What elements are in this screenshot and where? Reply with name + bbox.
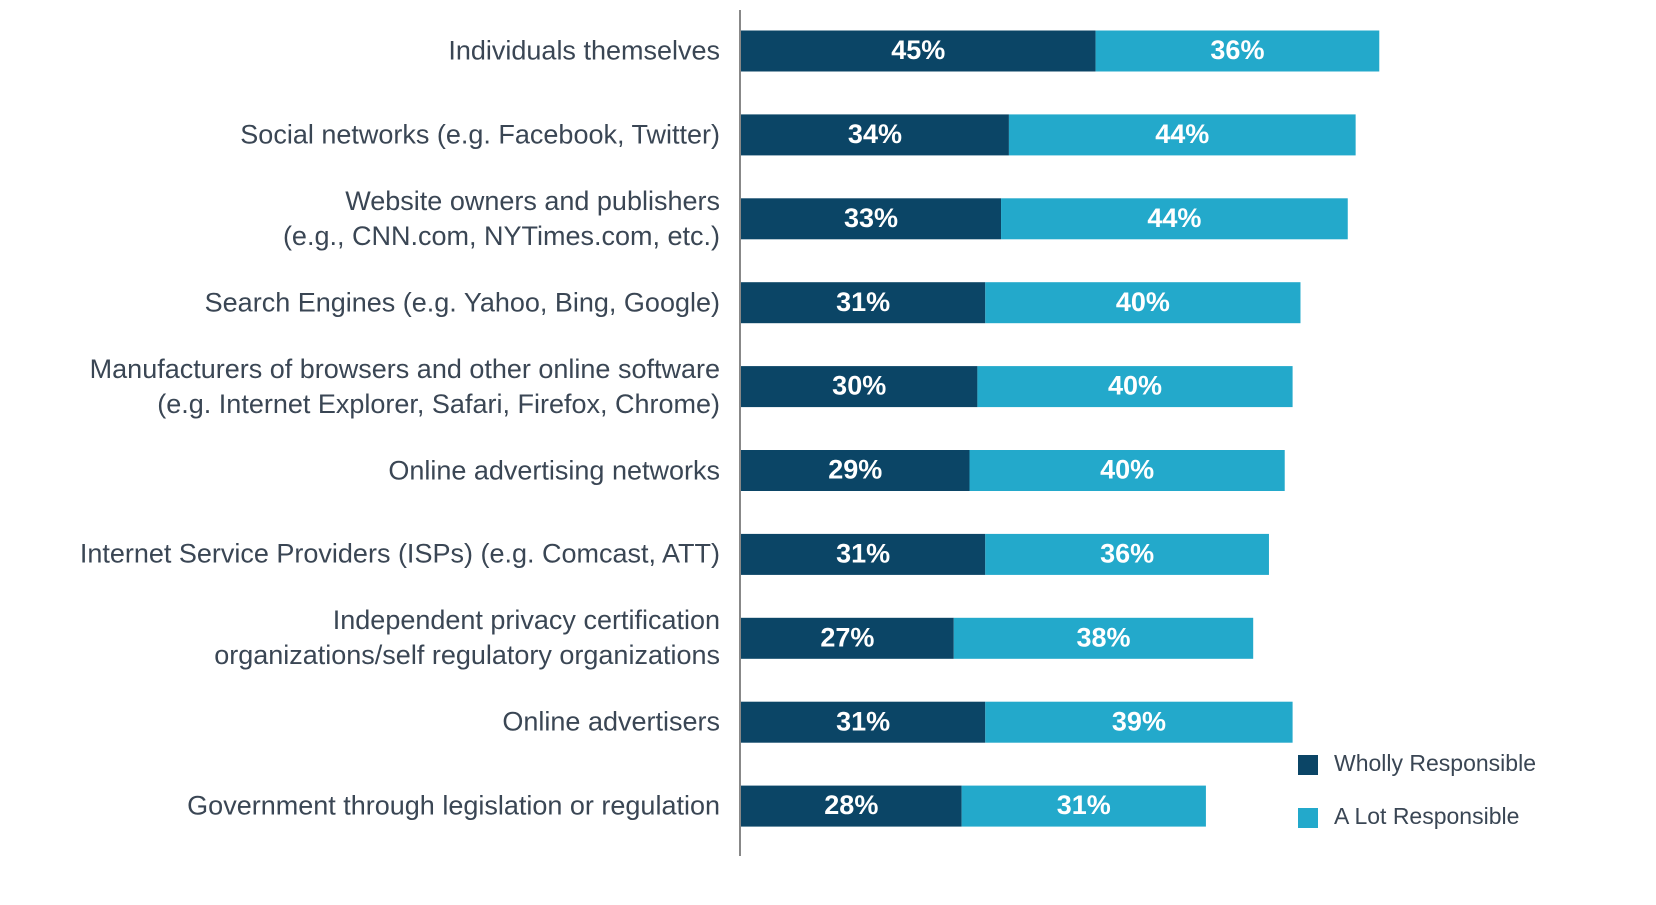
value-label: 34% <box>848 119 902 149</box>
value-label: 36% <box>1210 35 1264 65</box>
category-label: Online advertisers <box>502 706 720 737</box>
value-label: 33% <box>844 203 898 233</box>
bar-segment <box>741 533 986 575</box>
value-label: 28% <box>824 790 878 820</box>
value-label: 45% <box>891 35 945 65</box>
value-label: 30% <box>832 371 886 401</box>
value-label: 27% <box>820 622 874 652</box>
bar-segment <box>985 533 1269 575</box>
bar-segment <box>741 114 1009 156</box>
category-label: Internet Service Providers (ISPs) (e.g. … <box>79 538 720 569</box>
legend-label: Wholly Responsible <box>1334 750 1536 776</box>
bar-segment <box>1001 198 1348 240</box>
bar-segment <box>961 785 1206 827</box>
category-label: Social networks (e.g. Facebook, Twitter) <box>240 119 720 150</box>
legend-swatch <box>1298 755 1318 775</box>
value-label: 38% <box>1076 622 1130 652</box>
value-label: 31% <box>836 539 890 569</box>
bar-segment <box>977 366 1293 408</box>
value-label: 31% <box>1057 790 1111 820</box>
bar-segment <box>985 282 1301 324</box>
bar-segment <box>741 282 986 324</box>
value-label: 44% <box>1147 203 1201 233</box>
bar-segment <box>741 198 1002 240</box>
value-label: 31% <box>836 287 890 317</box>
value-label: 44% <box>1155 119 1209 149</box>
bar-segment <box>741 701 986 743</box>
bar-segment <box>741 366 978 408</box>
value-label: 29% <box>828 455 882 485</box>
legend-label: A Lot Responsible <box>1334 803 1519 829</box>
bar-segment <box>969 450 1285 491</box>
value-label: 40% <box>1116 287 1170 317</box>
category-label: Online advertising networks <box>388 455 720 485</box>
category-label: Individuals themselves <box>448 35 720 66</box>
bar-segment <box>1095 30 1380 72</box>
category-label: Independent privacy certification organi… <box>214 605 720 671</box>
bar-segment <box>741 450 970 491</box>
bar-segment <box>953 617 1254 659</box>
category-label: Manufacturers of browsers and other onli… <box>89 353 720 419</box>
category-label: Search Engines (e.g. Yahoo, Bing, Google… <box>204 287 720 318</box>
category-label: Website owners and publishers (e.g., CNN… <box>282 185 720 251</box>
bar-segment <box>1008 114 1356 156</box>
value-label: 40% <box>1100 455 1154 485</box>
bar-segment <box>741 785 962 827</box>
value-label: 39% <box>1112 706 1166 736</box>
category-label: Government through legislation or regula… <box>187 790 720 821</box>
value-label: 36% <box>1100 539 1154 569</box>
value-label: 40% <box>1108 371 1162 401</box>
legend-swatch <box>1298 808 1318 828</box>
bar-segment <box>741 617 954 659</box>
bar-segment <box>985 701 1293 743</box>
bar-segment <box>741 30 1096 72</box>
value-label: 31% <box>836 706 890 736</box>
